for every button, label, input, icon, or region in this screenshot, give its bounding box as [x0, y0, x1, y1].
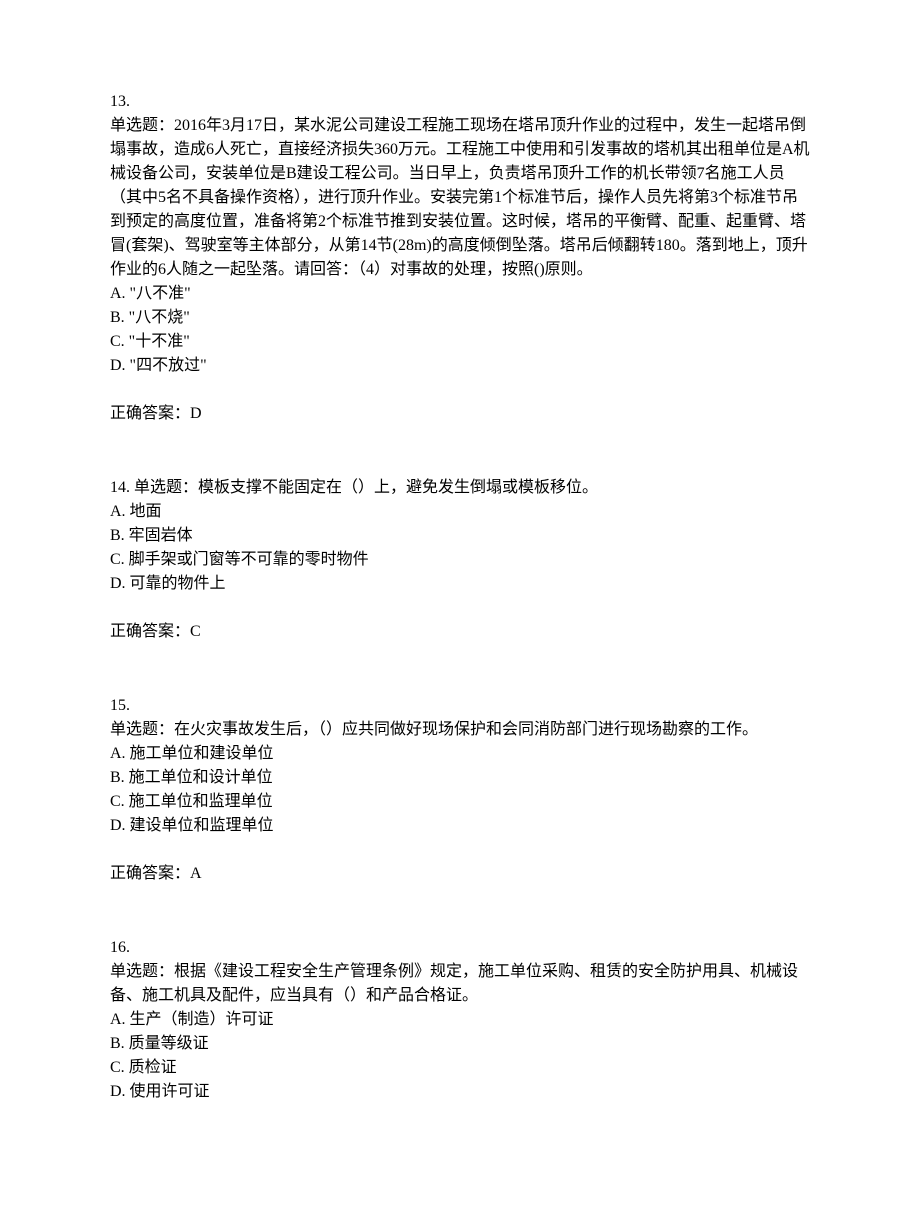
- option-a: A. 生产（制造）许可证: [110, 1008, 810, 1032]
- question-stem: 14. 单选题：模板支撑不能固定在（）上，避免发生倒塌或模板移位。: [110, 476, 810, 500]
- option-c: C. 质检证: [110, 1056, 810, 1080]
- option-b: B. 牢固岩体: [110, 524, 810, 548]
- option-a: A. 地面: [110, 500, 810, 524]
- question-stem: 单选题：根据《建设工程安全生产管理条例》规定，施工单位采购、租赁的安全防护用具、…: [110, 960, 810, 1008]
- correct-answer: 正确答案：C: [110, 620, 810, 644]
- option-b: B. 质量等级证: [110, 1032, 810, 1056]
- correct-answer: 正确答案：D: [110, 402, 810, 426]
- question-stem: 单选题：2016年3月17日，某水泥公司建设工程施工现场在塔吊顶升作业的过程中，…: [110, 114, 810, 282]
- correct-answer: 正确答案：A: [110, 862, 810, 886]
- option-d: D. 使用许可证: [110, 1080, 810, 1104]
- option-d: D. "四不放过": [110, 354, 810, 378]
- question-number: 15.: [110, 694, 810, 718]
- option-b: B. "八不烧": [110, 306, 810, 330]
- question-15: 15. 单选题：在火灾事故发生后，（）应共同做好现场保护和会同消防部门进行现场勘…: [110, 694, 810, 886]
- option-c: C. 施工单位和监理单位: [110, 790, 810, 814]
- option-b: B. 施工单位和设计单位: [110, 766, 810, 790]
- option-c: C. "十不准": [110, 330, 810, 354]
- question-stem: 单选题：在火灾事故发生后，（）应共同做好现场保护和会同消防部门进行现场勘察的工作…: [110, 718, 810, 742]
- option-d: D. 建设单位和监理单位: [110, 814, 810, 838]
- question-number: 13.: [110, 90, 810, 114]
- option-c: C. 脚手架或门窗等不可靠的零时物件: [110, 548, 810, 572]
- question-number: 16.: [110, 936, 810, 960]
- option-a: A. 施工单位和建设单位: [110, 742, 810, 766]
- question-14: 14. 单选题：模板支撑不能固定在（）上，避免发生倒塌或模板移位。 A. 地面 …: [110, 476, 810, 644]
- question-16: 16. 单选题：根据《建设工程安全生产管理条例》规定，施工单位采购、租赁的安全防…: [110, 936, 810, 1104]
- option-a: A. "八不准": [110, 282, 810, 306]
- option-d: D. 可靠的物件上: [110, 572, 810, 596]
- question-13: 13. 单选题：2016年3月17日，某水泥公司建设工程施工现场在塔吊顶升作业的…: [110, 90, 810, 426]
